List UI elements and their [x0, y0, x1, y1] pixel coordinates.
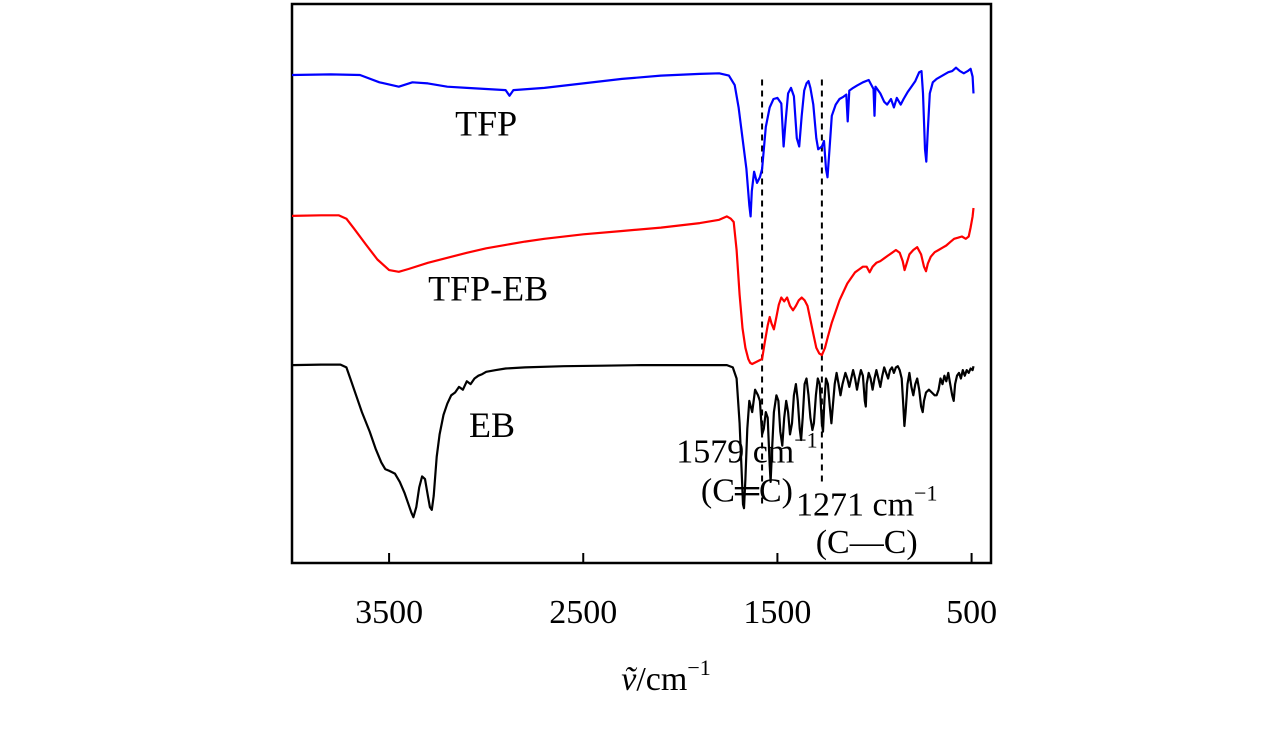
series-label-tfp: TFP	[455, 103, 517, 143]
plot-frame	[290, 2, 993, 565]
series-label-eb: EB	[469, 405, 515, 445]
marker-label-1579: 1579 cm−1	[676, 427, 817, 470]
marker-label-value: 1271 cm	[796, 486, 914, 523]
series-group	[291, 66, 975, 519]
x-tick-label: 1500	[743, 594, 811, 631]
x-tick-label: 500	[946, 594, 997, 631]
series-label-tfp-eb: TFP-EB	[428, 268, 548, 308]
x-tick-label: 2500	[549, 594, 617, 631]
marker-label-sup: −1	[914, 480, 937, 505]
series-line-tfp	[291, 66, 975, 218]
x-axis-title-symbol: ṽ	[621, 661, 637, 698]
marker-group-1271: (C—C)	[816, 524, 918, 561]
x-axis-title: ṽ/cm−1	[621, 655, 711, 698]
x-axis-title-sup: −1	[687, 655, 710, 680]
marker-label-sup: −1	[794, 427, 817, 452]
x-axis-title-unit: /cm	[636, 661, 687, 698]
marker-group-1579: (C═C)	[701, 473, 793, 510]
series-line-tfp-eb	[291, 207, 975, 366]
marker-label-value: 1579 cm	[676, 433, 794, 470]
ticks-group: 3500 2500 1500 500	[355, 553, 997, 631]
marker-label-1271: 1271 cm−1	[796, 480, 937, 523]
plot-frame-group	[290, 2, 993, 565]
x-tick-label: 3500	[355, 594, 423, 631]
series-line-eb	[291, 363, 975, 519]
